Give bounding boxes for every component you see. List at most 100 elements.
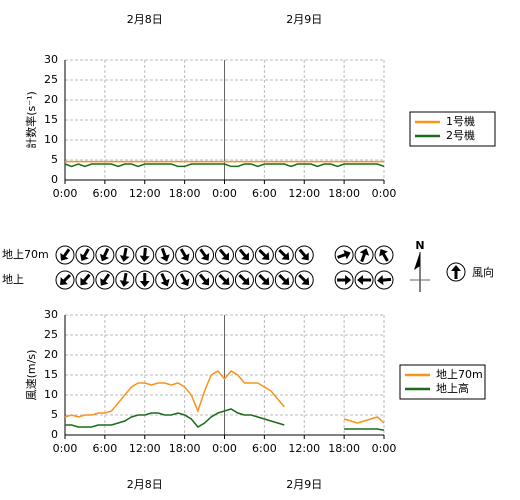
arrow — [199, 248, 210, 261]
wind-arrow — [254, 245, 274, 265]
x-tick-label: 18:00 — [328, 442, 360, 455]
y-tick-label: 20 — [44, 93, 58, 106]
wind-arrow — [215, 270, 234, 290]
wind-arrow — [234, 245, 254, 265]
x-tick-label: 6:00 — [252, 442, 277, 455]
x-tick-label: 18:00 — [328, 187, 360, 200]
y-tick-label: 30 — [44, 53, 58, 66]
arrow — [99, 248, 110, 262]
y-tick-label: 20 — [44, 348, 58, 361]
wind-arrow — [195, 245, 215, 265]
wind-arrow — [115, 245, 135, 265]
legend-label: 地上高 — [436, 381, 469, 395]
arrow — [238, 273, 250, 285]
legend-box — [399, 364, 486, 400]
wind-arrow — [294, 245, 314, 265]
wind-arrow — [155, 245, 175, 265]
wind-arrow — [374, 245, 394, 265]
date-label: 2月8日 — [127, 478, 163, 491]
arrow — [80, 248, 90, 262]
x-tick-label: 12:00 — [129, 187, 161, 200]
x-tick-label: 12:00 — [129, 442, 161, 455]
arrow — [160, 247, 170, 262]
arrow — [179, 248, 190, 262]
arrow — [258, 248, 270, 260]
x-tick-label: 12:00 — [288, 442, 320, 455]
wind-arrow — [135, 245, 155, 265]
x-tick-label: 0:00 — [53, 187, 78, 200]
y-tick-label: 10 — [44, 133, 58, 146]
arrow — [179, 273, 190, 287]
wind-arrow — [115, 270, 135, 290]
arrow — [119, 272, 130, 287]
x-tick-label: 0:00 — [212, 442, 237, 455]
x-tick-label: 18:00 — [169, 187, 201, 200]
wind-arrow — [274, 245, 294, 265]
arrow — [337, 275, 352, 285]
x-tick-label: 6:00 — [252, 187, 277, 200]
compass-label: N — [415, 239, 424, 252]
x-tick-label: 0:00 — [53, 442, 78, 455]
axes — [64, 60, 384, 181]
wind-arrow — [374, 270, 394, 290]
arrow — [60, 273, 72, 285]
arrow — [60, 248, 71, 261]
row-label: 地上70m — [2, 248, 49, 261]
x-tick-label: 6:00 — [93, 187, 118, 200]
wind-arrow — [175, 270, 195, 290]
x-tick-label: 0:00 — [372, 442, 397, 455]
arrow — [278, 273, 290, 285]
legend-label: 地上70m — [436, 368, 483, 381]
x-tick-label: 18:00 — [169, 442, 201, 455]
wind-arrow — [354, 245, 374, 265]
date-label: 2月9日 — [286, 13, 322, 26]
legend-box — [409, 111, 496, 147]
arrow — [377, 275, 392, 286]
x-tick-label: 0:00 — [372, 187, 397, 200]
wind-arrow — [234, 270, 254, 290]
y-tick-label: 5 — [51, 153, 58, 166]
wind-arrow — [334, 270, 354, 290]
compass — [410, 252, 430, 292]
y-tick-label: 25 — [44, 328, 58, 341]
arrow — [160, 273, 170, 287]
y-tick-label: 10 — [44, 388, 58, 401]
arrow — [258, 273, 270, 285]
y-axis-label: 風速(m/s) — [25, 350, 38, 401]
x-tick-label: 0:00 — [212, 187, 237, 200]
series-line — [64, 163, 385, 168]
arrow — [218, 248, 229, 261]
arrow — [298, 273, 310, 285]
wind-arrow — [334, 245, 354, 265]
legend-label: 2号機 — [446, 128, 475, 142]
arrow — [379, 248, 389, 262]
arrow — [80, 273, 91, 286]
y-tick-label: 5 — [51, 408, 58, 421]
wind-arrow — [175, 245, 195, 265]
legend-label: 1号機 — [446, 114, 475, 128]
arrow — [238, 248, 249, 261]
wind-arrow — [354, 270, 374, 290]
x-tick-label: 12:00 — [288, 187, 320, 200]
wind-arrow — [95, 245, 115, 265]
arrow — [278, 248, 290, 260]
wind-arrow — [75, 245, 95, 265]
x-tick-label: 6:00 — [93, 442, 118, 455]
y-tick-label: 15 — [44, 113, 58, 126]
y-tick-label: 0 — [51, 173, 58, 186]
arrow — [198, 273, 210, 286]
wind-arrow — [195, 270, 215, 290]
wind-legend-label: 風向 — [472, 265, 494, 279]
arrow — [359, 248, 370, 263]
y-axis-label: 計数率(s⁻¹) — [24, 91, 38, 149]
wind-arrow — [254, 270, 274, 290]
wind-arrow — [135, 270, 155, 290]
arrow — [139, 247, 150, 262]
wind-arrow — [294, 270, 314, 290]
y-tick-label: 15 — [44, 368, 58, 381]
wind-arrow — [95, 270, 115, 290]
wind-arrow — [55, 245, 75, 265]
y-tick-label: 0 — [51, 428, 58, 441]
arrow — [337, 249, 351, 260]
